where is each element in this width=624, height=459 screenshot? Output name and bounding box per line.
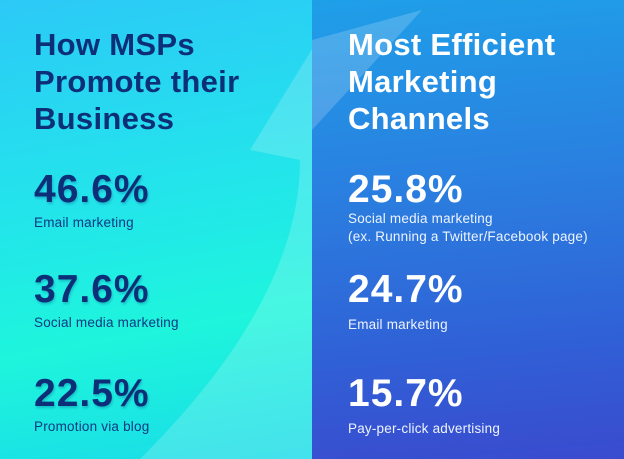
- left-panel: How MSPs Promote their Business 46.6% Em…: [0, 0, 312, 459]
- stat-value: 25.8%: [348, 168, 464, 211]
- right-panel: Most Efficient Marketing Channels 25.8% …: [312, 0, 624, 459]
- stat-sublabel: (ex. Running a Twitter/Facebook page): [348, 229, 588, 244]
- stat-label: Pay-per-click advertising: [348, 421, 501, 436]
- stat-value: 37.6%: [34, 268, 150, 311]
- stat-email-marketing: 24.7% Email marketing: [348, 270, 464, 333]
- right-heading: Most Efficient Marketing Channels: [348, 26, 555, 137]
- arrow-decoration-icon: [0, 0, 312, 459]
- stat-label: Email marketing: [348, 317, 448, 332]
- stat-blog: 22.5% Promotion via blog: [34, 374, 150, 435]
- stat-email-marketing: 46.6% Email marketing: [34, 170, 150, 231]
- stat-social-media: 25.8% Social media marketing (ex. Runnin…: [348, 170, 588, 245]
- heading-line: Most Efficient: [348, 27, 556, 62]
- stat-value: 24.7%: [348, 268, 464, 311]
- stat-label: Social media marketing: [348, 211, 493, 226]
- stat-ppc: 15.7% Pay-per-click advertising: [348, 374, 500, 437]
- left-heading: How MSPs Promote their Business: [34, 26, 239, 137]
- heading-line: Promote their: [34, 64, 240, 99]
- stat-value: 22.5%: [34, 372, 150, 415]
- stat-label: Promotion via blog: [34, 419, 150, 434]
- heading-line: Marketing: [348, 64, 498, 99]
- stat-value: 15.7%: [348, 372, 464, 415]
- heading-line: Business: [34, 101, 175, 136]
- arrow-decoration-icon: [312, 10, 422, 130]
- stat-label: Social media marketing: [34, 315, 179, 330]
- heading-line: How MSPs: [34, 27, 195, 62]
- stat-label: Email marketing: [34, 215, 134, 230]
- stat-social-media: 37.6% Social media marketing: [34, 270, 179, 331]
- heading-line: Channels: [348, 101, 490, 136]
- stat-value: 46.6%: [34, 168, 150, 211]
